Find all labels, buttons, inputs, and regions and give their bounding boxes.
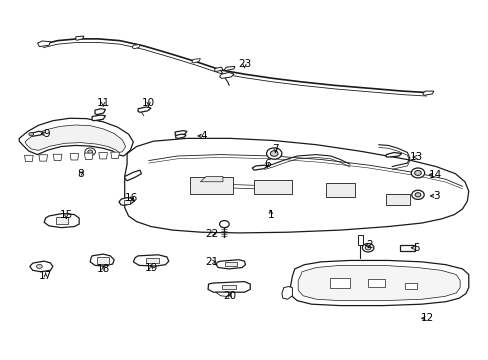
Polygon shape <box>385 153 401 157</box>
Polygon shape <box>252 165 267 170</box>
Text: 15: 15 <box>60 210 73 220</box>
Text: 22: 22 <box>205 229 218 239</box>
Text: 4: 4 <box>200 131 206 141</box>
Polygon shape <box>30 261 53 272</box>
Text: 8: 8 <box>77 168 84 179</box>
Polygon shape <box>119 198 134 206</box>
Bar <box>367 279 384 287</box>
Circle shape <box>411 190 423 199</box>
Polygon shape <box>124 138 468 233</box>
Polygon shape <box>219 72 233 78</box>
Text: 17: 17 <box>39 271 52 281</box>
Bar <box>385 194 409 205</box>
Circle shape <box>219 221 229 228</box>
Polygon shape <box>290 260 468 306</box>
Bar <box>357 235 363 245</box>
Bar <box>254 180 292 194</box>
Bar <box>56 217 68 224</box>
Polygon shape <box>214 67 223 71</box>
Circle shape <box>88 150 92 154</box>
Polygon shape <box>132 45 140 49</box>
Bar <box>145 258 159 263</box>
Text: 6: 6 <box>264 159 270 169</box>
Polygon shape <box>19 118 133 156</box>
Text: 21: 21 <box>205 257 218 267</box>
Bar <box>329 278 350 288</box>
Bar <box>124 200 130 204</box>
Polygon shape <box>90 254 114 266</box>
Polygon shape <box>224 66 234 71</box>
Polygon shape <box>38 41 50 47</box>
Bar <box>190 177 233 194</box>
Bar <box>399 245 414 251</box>
Polygon shape <box>44 213 79 228</box>
Text: 16: 16 <box>125 193 138 203</box>
Polygon shape <box>133 255 168 266</box>
Polygon shape <box>175 131 186 136</box>
Polygon shape <box>215 292 231 296</box>
Text: 14: 14 <box>427 170 441 180</box>
Polygon shape <box>53 154 62 161</box>
Text: 13: 13 <box>408 152 422 162</box>
Text: 9: 9 <box>43 129 50 139</box>
Circle shape <box>414 193 420 197</box>
Text: 3: 3 <box>432 191 439 201</box>
Text: 2: 2 <box>365 240 372 250</box>
Polygon shape <box>24 155 33 162</box>
Polygon shape <box>298 265 459 301</box>
Bar <box>222 285 236 289</box>
Circle shape <box>362 243 373 252</box>
Polygon shape <box>281 287 292 299</box>
Text: 1: 1 <box>267 210 274 220</box>
Polygon shape <box>138 107 151 112</box>
Polygon shape <box>124 170 141 181</box>
Circle shape <box>85 148 95 156</box>
Text: 19: 19 <box>144 263 157 273</box>
Polygon shape <box>84 153 93 159</box>
Bar <box>97 257 108 264</box>
Polygon shape <box>25 125 125 153</box>
Polygon shape <box>215 260 245 269</box>
Text: 18: 18 <box>96 264 109 274</box>
Circle shape <box>414 171 421 175</box>
Circle shape <box>410 168 424 178</box>
Bar <box>224 262 237 266</box>
Polygon shape <box>92 115 105 121</box>
Circle shape <box>29 132 34 136</box>
Polygon shape <box>70 154 79 160</box>
Polygon shape <box>208 282 250 292</box>
Polygon shape <box>76 36 84 40</box>
Text: 10: 10 <box>142 98 155 108</box>
Text: 12: 12 <box>420 313 433 323</box>
Bar <box>325 183 354 197</box>
Polygon shape <box>31 131 43 136</box>
Polygon shape <box>422 91 433 95</box>
Polygon shape <box>99 153 107 159</box>
Polygon shape <box>191 59 200 63</box>
Polygon shape <box>175 134 185 138</box>
Text: 20: 20 <box>223 291 236 301</box>
Circle shape <box>270 151 278 156</box>
Polygon shape <box>111 152 119 158</box>
Text: 5: 5 <box>412 243 419 253</box>
Polygon shape <box>200 176 223 182</box>
Polygon shape <box>95 109 105 115</box>
Text: 23: 23 <box>237 59 251 69</box>
Circle shape <box>266 148 281 159</box>
Circle shape <box>365 246 370 250</box>
Polygon shape <box>39 155 47 161</box>
Text: 11: 11 <box>96 98 109 108</box>
Text: 7: 7 <box>272 144 278 154</box>
Bar <box>405 283 416 289</box>
Circle shape <box>37 264 42 269</box>
